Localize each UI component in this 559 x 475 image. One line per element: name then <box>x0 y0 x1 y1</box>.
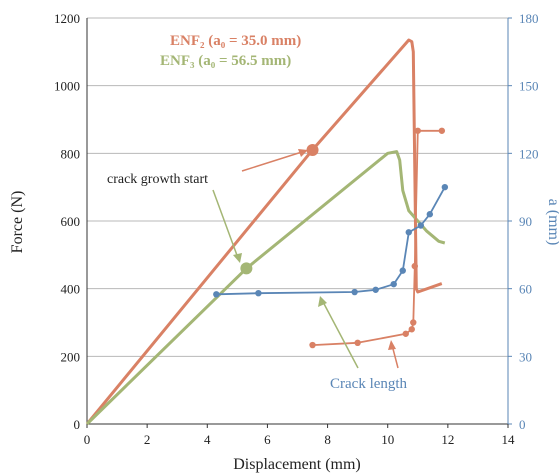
y-tick-left-label: 0 <box>74 417 81 432</box>
y-tick-left-label: 200 <box>61 349 81 364</box>
axes-group: 0 200 400 600 800 1000 1200 0 30 60 90 120 150 180 0 2 4… <box>54 11 539 447</box>
legend-label-enf3: ENF₃ (a₀ = 56.5 mm) <box>160 53 291 69</box>
y-tick-left-label: 1000 <box>54 79 80 94</box>
y-tick-right-label: 120 <box>519 146 539 161</box>
series-point-3 <box>426 211 434 218</box>
x-tick-label: 10 <box>381 432 394 447</box>
arrow-crack-growth-enf3 <box>212 189 239 259</box>
series-point-2 <box>414 127 421 134</box>
x-axis-title: Displacement (mm) <box>233 456 361 473</box>
arrowhead-crack-growth-enf2 <box>298 149 308 157</box>
annotation-crack-growth-start: crack growth start <box>107 172 208 187</box>
annotation-crack-length: Crack length <box>330 376 408 392</box>
series-point-2 <box>402 330 409 337</box>
series-line-0 <box>85 38 443 425</box>
y-tick-left-label: 1200 <box>54 11 80 26</box>
series-point-2 <box>410 319 417 326</box>
x-tick-label: 2 <box>144 432 151 447</box>
x-tick-label: 6 <box>264 432 271 447</box>
y-tick-left-label: 800 <box>61 146 81 161</box>
x-tick-label: 12 <box>441 432 454 447</box>
y-axis-title-left: Force (N) <box>9 191 26 254</box>
series-point-3 <box>417 222 424 229</box>
series-line-3 <box>216 186 446 296</box>
series-point-3 <box>405 229 412 236</box>
series-point-3 <box>213 291 220 298</box>
series-point-2 <box>411 262 418 270</box>
series-line-2 <box>312 129 442 346</box>
arrowhead-crack-length-enf3 <box>318 296 327 307</box>
y-tick-left-label: 400 <box>61 282 81 297</box>
y-tick-right-label: 60 <box>519 282 532 297</box>
y-tick-right-label: 90 <box>519 214 532 229</box>
series-line-1 <box>85 150 446 426</box>
arrow-crack-length-enf3 <box>321 299 359 369</box>
series-point-2 <box>309 341 316 349</box>
series-point-3 <box>399 267 406 274</box>
y-axis-title-right: a (mm) <box>545 199 559 246</box>
grid-group <box>87 17 508 357</box>
x-tick-label: 4 <box>204 432 211 447</box>
x-tick-label: 14 <box>502 432 516 447</box>
y-tick-right-label: 0 <box>519 417 526 432</box>
y-tick-right-label: 30 <box>519 349 532 364</box>
y-tick-right-label: 180 <box>519 11 539 26</box>
x-tick-label: 8 <box>324 432 331 447</box>
series-point-2 <box>408 326 415 333</box>
series-point-3 <box>351 288 358 296</box>
series-point-3 <box>441 183 449 191</box>
arrow-crack-growth-enf2 <box>241 150 306 172</box>
legend-label-enf2: ENF₂ (a₀ = 35.0 mm) <box>170 33 301 49</box>
arrowhead-crack-length-enf2 <box>388 340 396 350</box>
marker-crack-growth-start-0 <box>306 143 319 156</box>
series-point-3 <box>372 286 379 293</box>
series-point-2 <box>354 339 361 346</box>
series-point-2 <box>438 127 446 134</box>
series-point-3 <box>390 280 397 288</box>
y-tick-right-label: 150 <box>519 79 539 94</box>
arrowhead-crack-growth-enf3 <box>233 253 242 263</box>
marker-crack-growth-start-1 <box>240 262 253 275</box>
series-group <box>85 38 449 426</box>
x-tick-label: 0 <box>84 432 91 447</box>
series-point-3 <box>255 289 262 297</box>
y-tick-left-label: 600 <box>61 214 81 229</box>
